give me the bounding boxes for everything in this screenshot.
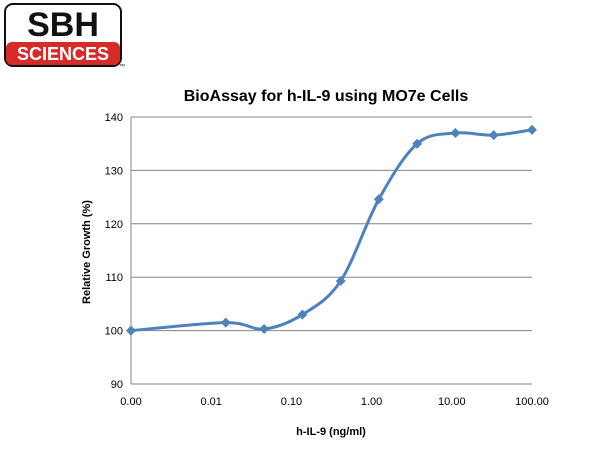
- x-tick-label: 10.00: [438, 396, 466, 408]
- data-point-1: [220, 317, 231, 328]
- data-point-5: [373, 194, 384, 205]
- chart-title: BioAssay for h-IL-9 using MO7e Cells: [184, 88, 469, 105]
- y-tick-label: 100: [105, 326, 123, 338]
- x-axis-label: h-IL-9 (ng/ml): [296, 426, 366, 438]
- x-tick-label: 100.00: [515, 396, 549, 408]
- y-tick-label: 140: [105, 112, 123, 124]
- data-point-6: [412, 138, 423, 149]
- x-tick-labels: 0.00 0.01 0.10 1.00 10.00 100.00: [120, 396, 549, 408]
- data-point-2: [259, 323, 270, 334]
- data-point-8: [488, 130, 499, 141]
- gridlines: [131, 116, 532, 332]
- y-tick-labels: 90 100 110 120 130 140: [105, 112, 123, 391]
- y-tick-label: 110: [105, 272, 123, 284]
- sbh-sciences-logo: SBH SCIENCES ™: [4, 3, 125, 70]
- y-tick-label: 130: [105, 165, 123, 177]
- data-point-7: [450, 128, 461, 139]
- x-tick-label: 0.10: [281, 396, 302, 408]
- data-points: [126, 124, 537, 336]
- series-line: [130, 128, 533, 333]
- data-point-0: [126, 325, 136, 336]
- logo-sbh-text: SBH: [27, 6, 99, 44]
- x-tick-label: 1.00: [361, 396, 382, 408]
- y-axis-label: Relative Growth (%): [81, 200, 93, 304]
- data-point-4: [335, 275, 346, 286]
- data-point-3: [297, 309, 308, 320]
- x-tick-label: 0.01: [200, 396, 221, 408]
- x-tick-label: 0.00: [120, 396, 141, 408]
- y-tick-label: 120: [105, 219, 123, 231]
- data-point-9: [527, 124, 537, 135]
- logo-sciences-text: SCIENCES: [17, 44, 109, 64]
- logo-red-band: [6, 42, 120, 65]
- logo-trademark: ™: [119, 63, 125, 70]
- y-tick-label: 90: [111, 379, 123, 391]
